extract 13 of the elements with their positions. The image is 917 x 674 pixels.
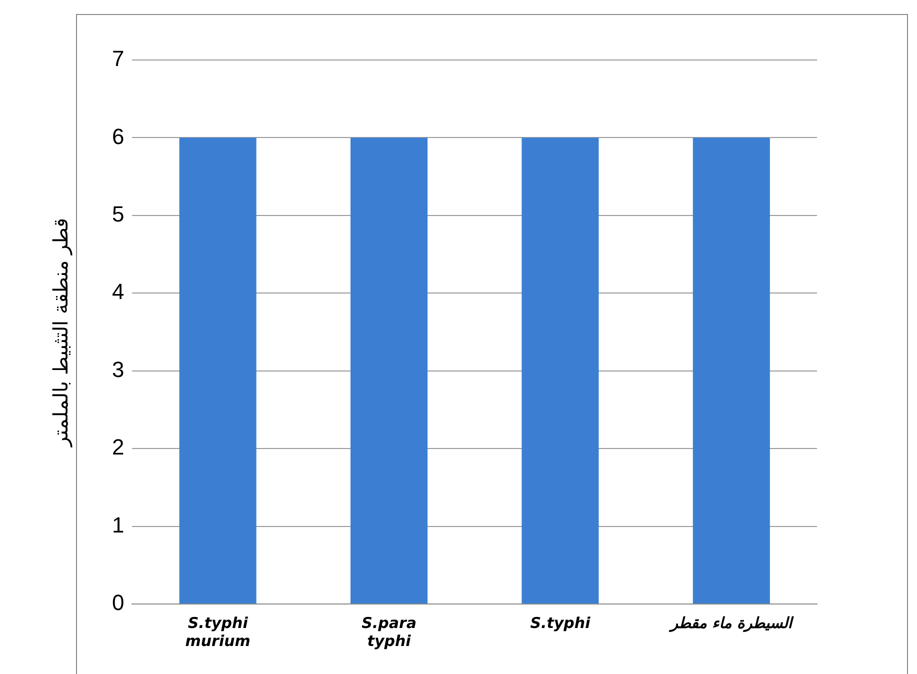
x-tick-label: S.typhi murium [185,614,250,650]
y-tick-label: 2 [112,434,124,460]
y-tick-label: 0 [112,590,124,616]
y-tick-label: 5 [112,201,124,226]
y-tick-label: 3 [112,356,124,382]
y-tick-label: 4 [112,279,124,304]
y-tick-label: 7 [112,46,124,72]
x-tick-label: S.typhi [530,614,592,632]
x-tick-label: السيطرة ماء مقطر [668,614,794,632]
y-axis-title: قطر منطقة التثبيط بالملمتر [50,218,73,448]
y-tick-label: 6 [112,124,124,149]
y-tick-label: 1 [112,512,124,538]
x-tick-label: S.para typhi [362,614,416,650]
